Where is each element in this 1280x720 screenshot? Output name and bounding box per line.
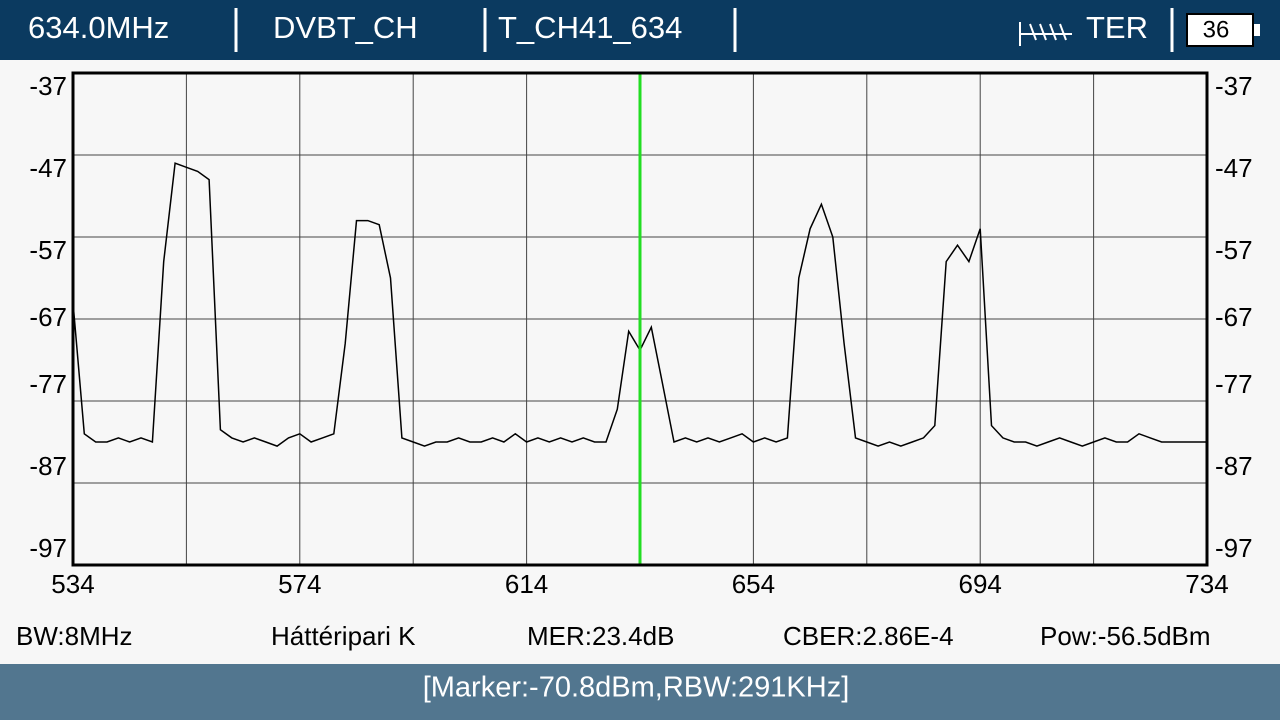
x-tick-label: 534 xyxy=(51,569,94,599)
channel: T_CH41_634 xyxy=(498,10,682,45)
y-tick-label: -57 xyxy=(29,235,67,265)
band: TER xyxy=(1086,10,1148,45)
bandwidth: BW:8MHz xyxy=(16,621,133,651)
y-tick-label: -87 xyxy=(1215,451,1253,481)
y-tick-label: -47 xyxy=(1215,153,1253,183)
frequency: 634.0MHz xyxy=(28,10,169,45)
service-name: Háttéripari K xyxy=(271,621,416,651)
y-tick-label: -67 xyxy=(29,302,67,332)
plot-frame xyxy=(71,71,1209,567)
antenna-icon xyxy=(1019,22,1072,46)
x-tick-label: 734 xyxy=(1185,569,1228,599)
x-tick-label: 694 xyxy=(959,569,1002,599)
footer-bar xyxy=(0,664,1280,720)
y-tick-label: -77 xyxy=(1215,369,1253,399)
y-tick-label: -87 xyxy=(29,451,67,481)
mode: DVBT_CH xyxy=(273,10,418,45)
power: Pow:-56.5dBm xyxy=(1040,621,1211,651)
y-tick-label: -97 xyxy=(1215,533,1253,563)
battery-tip xyxy=(1254,24,1260,36)
y-tick-label: -37 xyxy=(1215,71,1253,101)
battery-level: 36 xyxy=(1203,16,1230,43)
y-tick-label: -47 xyxy=(29,153,67,183)
y-tick-label: -97 xyxy=(29,533,67,563)
y-tick-label: -77 xyxy=(29,369,67,399)
battery xyxy=(1186,13,1254,47)
cber: CBER:2.86E-4 xyxy=(783,621,954,651)
x-tick-label: 654 xyxy=(732,569,775,599)
y-tick-label: -57 xyxy=(1215,235,1253,265)
x-tick-label: 574 xyxy=(278,569,321,599)
mer: MER:23.4dB xyxy=(527,621,674,651)
plot xyxy=(72,72,1208,566)
y-tick-label: -37 xyxy=(29,71,67,101)
x-tick-label: 614 xyxy=(505,569,548,599)
status: [Marker:-70.8dBm,RBW:291KHz] xyxy=(423,672,850,704)
y-tick-label: -67 xyxy=(1215,302,1253,332)
header-bar xyxy=(0,0,1280,60)
